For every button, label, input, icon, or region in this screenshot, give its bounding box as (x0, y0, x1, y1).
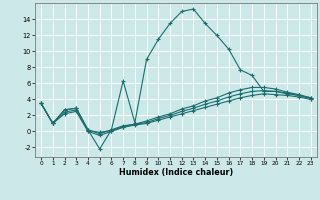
X-axis label: Humidex (Indice chaleur): Humidex (Indice chaleur) (119, 168, 233, 177)
